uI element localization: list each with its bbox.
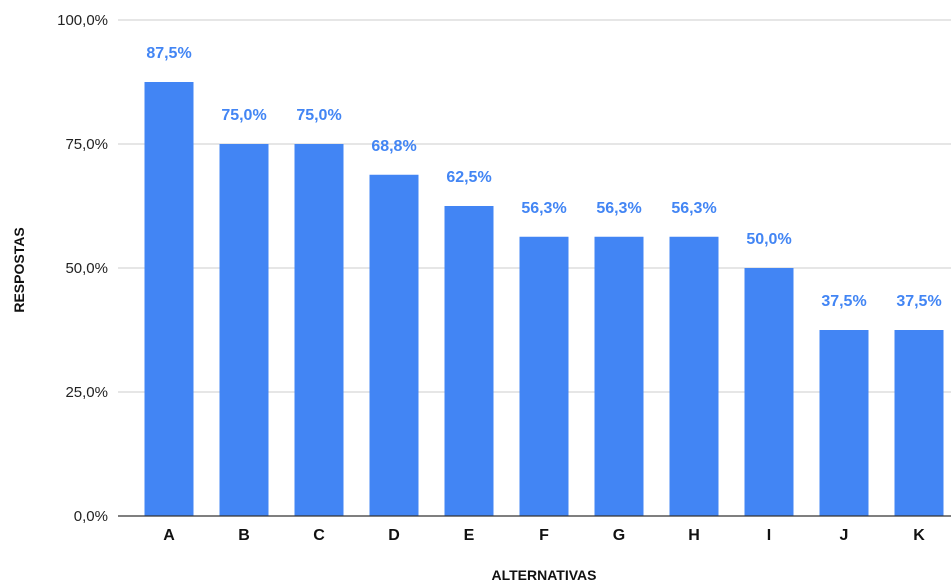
x-tick-label-g: G: [613, 527, 625, 544]
data-labels: 87,5% 75,0% 75,0% 68,8% 62,5% 56,3% 56,3% 56,3%…: [146, 45, 941, 310]
bars: [144, 82, 944, 516]
x-axis-title: ALTERNATIVAS: [492, 567, 597, 583]
y-tick-label: 50,0%: [65, 260, 108, 277]
data-label-c: 75,0%: [296, 107, 341, 124]
x-tick-label-b: B: [238, 527, 250, 544]
data-label-f: 56,3%: [521, 200, 566, 217]
y-axis-title: RESPOSTAS: [11, 227, 27, 312]
bar-i: [744, 268, 794, 516]
bar-k: [894, 330, 944, 516]
y-tick-label: 75,0%: [65, 136, 108, 153]
x-tick-label-e: E: [464, 527, 475, 544]
x-tick-label-f: F: [539, 527, 549, 544]
x-tick-label-h: H: [688, 527, 700, 544]
bar-d: [369, 174, 419, 516]
x-tick-label-k: K: [913, 527, 925, 544]
data-label-d: 68,8%: [371, 138, 416, 155]
data-label-g: 56,3%: [596, 200, 641, 217]
y-tick-label: 25,0%: [65, 384, 108, 401]
data-label-i: 50,0%: [746, 231, 791, 248]
bar-f: [519, 236, 569, 516]
y-tick-label: 0,0%: [74, 508, 108, 525]
data-label-h: 56,3%: [671, 200, 716, 217]
bar-j: [819, 330, 869, 516]
bar-b: [219, 144, 269, 516]
data-label-e: 62,5%: [446, 169, 491, 186]
data-label-b: 75,0%: [221, 107, 266, 124]
x-tick-label-j: J: [840, 527, 849, 544]
bar-h: [669, 236, 719, 516]
x-tick-label-a: A: [163, 527, 175, 544]
bar-a: [144, 82, 194, 516]
y-tick-label: 100,0%: [57, 12, 108, 29]
bar-e: [444, 206, 494, 516]
x-tick-label-d: D: [388, 527, 400, 544]
data-label-j: 37,5%: [821, 293, 866, 310]
x-tick-label-c: C: [313, 527, 325, 544]
bar-c: [294, 144, 344, 516]
x-axis-ticks: A B C D E F G H I J K: [163, 527, 925, 544]
y-axis-ticks: 0,0% 25,0% 50,0% 75,0% 100,0%: [57, 12, 108, 525]
bar-g: [594, 236, 644, 516]
data-label-k: 37,5%: [896, 293, 941, 310]
x-tick-label-i: I: [767, 527, 771, 544]
data-label-a: 87,5%: [146, 45, 191, 62]
